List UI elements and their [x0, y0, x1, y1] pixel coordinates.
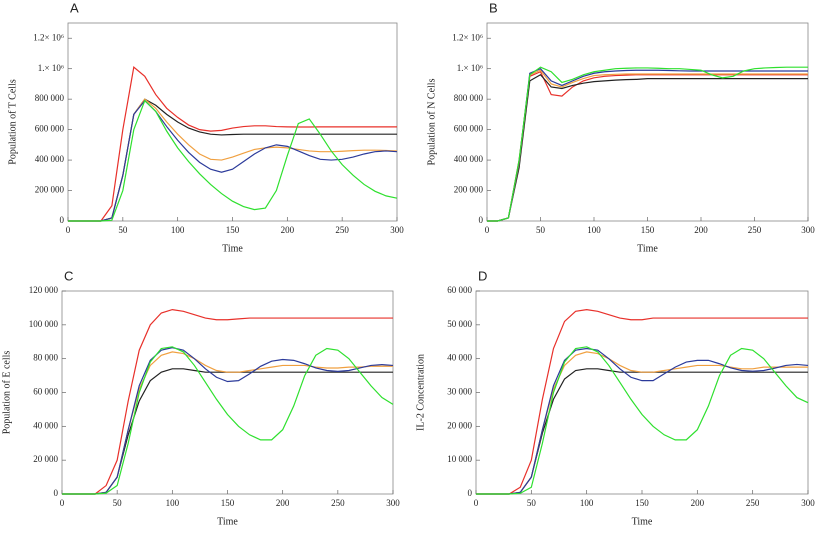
series-line — [68, 99, 398, 222]
y-tick-label: 20 000 — [447, 420, 472, 430]
y-tick-label: 120 000 — [29, 285, 59, 295]
series-line — [62, 368, 393, 495]
panel-title: D — [478, 268, 487, 283]
panel-title: C — [64, 268, 73, 283]
series-line — [62, 347, 394, 495]
y-tick-label: 20 000 — [33, 454, 58, 464]
x-tick-label: 300 — [386, 498, 400, 508]
series-line — [476, 347, 809, 495]
x-tick-label: 100 — [587, 225, 601, 235]
y-tick-label: 0 — [54, 488, 59, 498]
plot-frame — [486, 22, 809, 222]
series-line — [62, 308, 393, 495]
x-axis-label: Time — [632, 516, 653, 527]
y-tick-label: 800 000 — [454, 93, 484, 103]
x-tick-label: 250 — [746, 498, 760, 508]
series-line — [476, 309, 808, 495]
series-line — [62, 346, 394, 495]
y-tick-label: 80 000 — [33, 353, 58, 363]
y-axis-label: Population of E cells — [1, 351, 12, 435]
y-tick-label: 600 000 — [35, 124, 65, 134]
series-line — [487, 67, 808, 222]
series-line — [68, 99, 398, 222]
x-tick-label: 50 — [527, 498, 537, 508]
panel-title: B — [489, 0, 498, 15]
panel-title: A — [70, 0, 79, 15]
x-tick-label: 0 — [60, 498, 65, 508]
plot-frame — [67, 22, 398, 222]
x-tick-label: 150 — [226, 225, 240, 235]
x-tick-label: 50 — [113, 498, 123, 508]
y-tick-label: 1.× 10⁶ — [38, 63, 64, 73]
plot-frame — [475, 290, 809, 495]
series-line — [68, 66, 397, 222]
y-tick-label: 100 000 — [29, 319, 59, 329]
x-tick-label: 200 — [694, 225, 708, 235]
y-tick-label: 30 000 — [447, 387, 472, 397]
x-tick-label: 300 — [801, 498, 815, 508]
series-line — [68, 98, 398, 222]
y-tick-label: 200 000 — [454, 185, 484, 195]
x-tick-label: 250 — [335, 225, 349, 235]
x-tick-label: 100 — [166, 498, 180, 508]
x-tick-label: 0 — [485, 225, 490, 235]
x-tick-label: 200 — [276, 498, 290, 508]
x-tick-label: 200 — [281, 225, 295, 235]
y-tick-label: 200 000 — [35, 185, 65, 195]
series-line — [487, 70, 808, 222]
x-tick-label: 100 — [580, 498, 594, 508]
y-tick-label: 1.× 10⁶ — [457, 63, 483, 73]
series-line — [487, 74, 808, 222]
y-axis-label: IL-2 Concentration — [415, 354, 426, 431]
x-tick-label: 150 — [221, 498, 235, 508]
y-axis-label: Population of N Cells — [426, 78, 437, 165]
y-tick-label: 40 000 — [33, 420, 58, 430]
series-line — [487, 66, 808, 222]
x-tick-label: 300 — [801, 225, 815, 235]
x-tick-label: 200 — [691, 498, 705, 508]
y-tick-label: 10 000 — [447, 454, 472, 464]
series-line — [68, 98, 397, 222]
y-tick-label: 0 — [468, 488, 473, 498]
series-line — [476, 346, 809, 495]
plot-frame — [61, 290, 394, 495]
y-tick-label: 0 — [60, 215, 65, 225]
x-tick-label: 250 — [331, 498, 345, 508]
x-tick-label: 50 — [536, 225, 546, 235]
x-tick-label: 100 — [171, 225, 185, 235]
y-tick-label: 40 000 — [447, 353, 472, 363]
y-tick-label: 1.2× 10⁶ — [33, 32, 64, 42]
y-tick-label: 60 000 — [447, 285, 472, 295]
y-tick-label: 50 000 — [447, 319, 472, 329]
y-tick-label: 1.2× 10⁶ — [452, 32, 483, 42]
x-axis-label: Time — [222, 243, 243, 254]
x-tick-label: 50 — [118, 225, 128, 235]
x-tick-label: 150 — [641, 225, 655, 235]
x-tick-label: 250 — [748, 225, 762, 235]
y-tick-label: 400 000 — [35, 154, 65, 164]
x-tick-label: 0 — [474, 498, 479, 508]
y-tick-label: 400 000 — [454, 154, 484, 164]
x-tick-label: 150 — [635, 498, 649, 508]
y-tick-label: 600 000 — [454, 124, 484, 134]
x-axis-label: Time — [637, 243, 658, 254]
x-tick-label: 0 — [66, 225, 71, 235]
x-tick-label: 300 — [390, 225, 404, 235]
y-axis-label: Population of T Cells — [7, 79, 18, 165]
y-tick-label: 60 000 — [33, 387, 58, 397]
y-tick-label: 800 000 — [35, 93, 65, 103]
series-line — [487, 69, 808, 222]
x-axis-label: Time — [217, 516, 238, 527]
y-tick-label: 0 — [479, 215, 484, 225]
